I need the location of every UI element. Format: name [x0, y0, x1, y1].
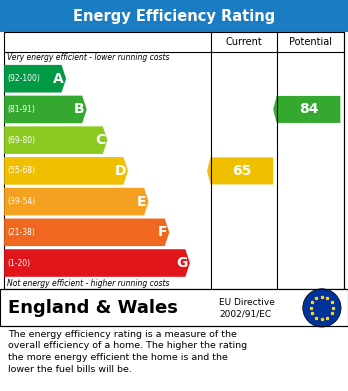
Text: (55-68): (55-68)	[8, 166, 36, 176]
Text: C: C	[95, 133, 105, 147]
Polygon shape	[4, 126, 107, 154]
Text: E: E	[137, 195, 147, 208]
Polygon shape	[4, 96, 87, 123]
Polygon shape	[207, 157, 273, 185]
Text: England & Wales: England & Wales	[8, 299, 177, 317]
Text: B: B	[74, 102, 85, 117]
Text: (1-20): (1-20)	[8, 258, 31, 267]
Text: Potential: Potential	[289, 37, 332, 47]
Text: F: F	[158, 225, 167, 239]
Text: (69-80): (69-80)	[8, 136, 36, 145]
Text: (39-54): (39-54)	[8, 197, 36, 206]
Text: Not energy efficient - higher running costs: Not energy efficient - higher running co…	[7, 279, 169, 288]
Polygon shape	[4, 188, 149, 215]
Polygon shape	[4, 65, 66, 93]
Polygon shape	[273, 96, 340, 123]
Polygon shape	[4, 219, 169, 246]
Bar	[4, 32, 344, 289]
Bar	[0, 289, 348, 326]
Text: (21-38): (21-38)	[8, 228, 35, 237]
Text: The energy efficiency rating is a measure of the
overall efficiency of a home. T: The energy efficiency rating is a measur…	[8, 330, 247, 374]
Text: EU Directive: EU Directive	[219, 298, 275, 307]
Text: 65: 65	[232, 164, 252, 178]
Text: (92-100): (92-100)	[8, 74, 40, 83]
Text: Very energy efficient - lower running costs: Very energy efficient - lower running co…	[7, 53, 169, 62]
Text: A: A	[53, 72, 64, 86]
Ellipse shape	[303, 289, 341, 327]
Polygon shape	[4, 157, 128, 185]
Polygon shape	[4, 249, 190, 277]
Text: D: D	[114, 164, 126, 178]
Text: (81-91): (81-91)	[8, 105, 35, 114]
Text: Energy Efficiency Rating: Energy Efficiency Rating	[73, 9, 275, 23]
Text: G: G	[176, 256, 188, 270]
Bar	[0, 0, 348, 32]
Text: 2002/91/EC: 2002/91/EC	[219, 309, 271, 318]
Text: Current: Current	[225, 37, 262, 47]
Text: 84: 84	[299, 102, 318, 117]
